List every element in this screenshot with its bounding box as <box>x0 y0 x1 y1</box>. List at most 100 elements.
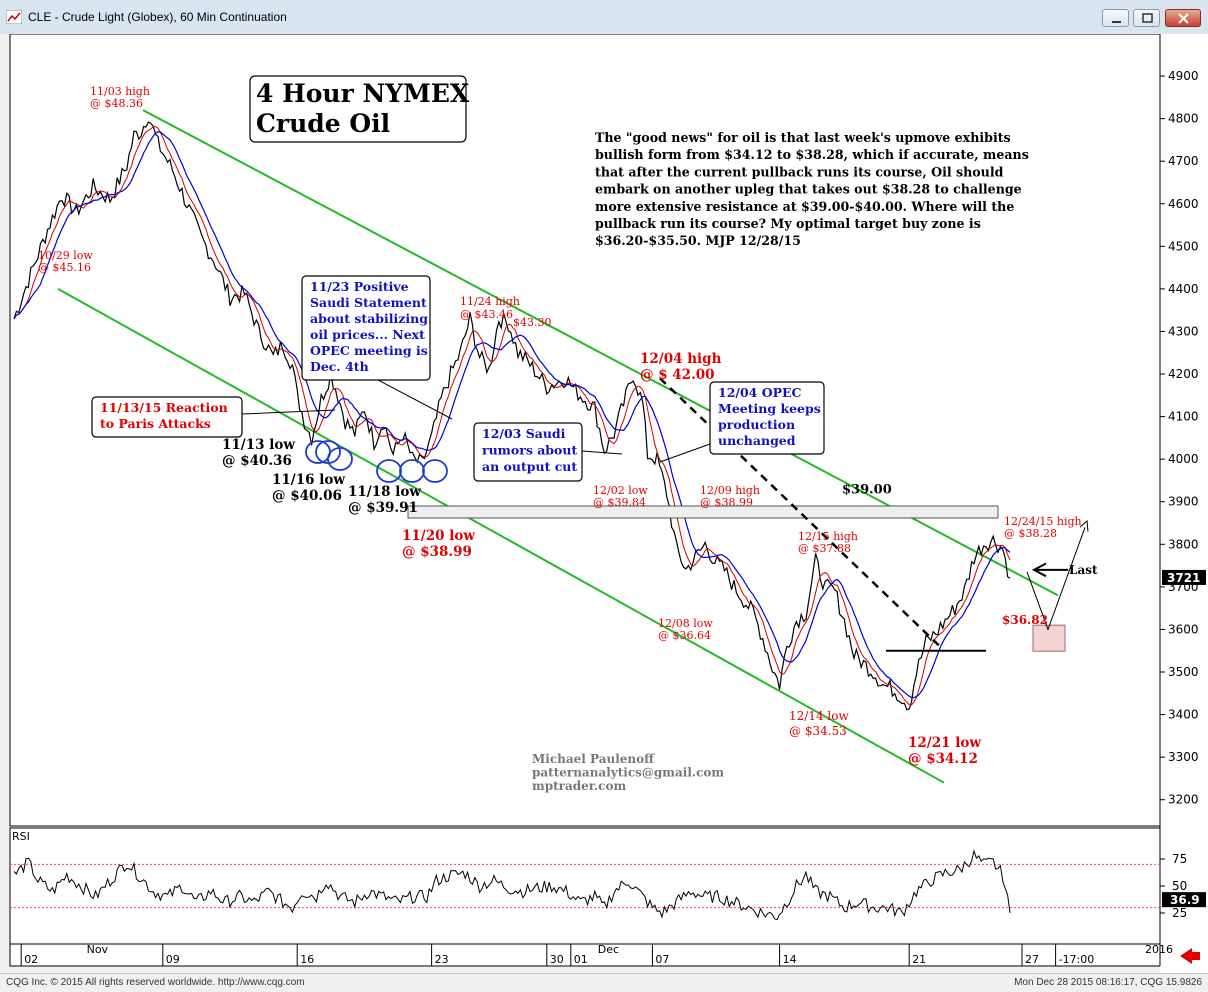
signature-text: patternanalytics@gmail.com <box>532 766 724 780</box>
copyright-text: CQG Inc. © 2015 All rights reserved worl… <box>6 977 305 988</box>
label-nov03-high: @ $48.36 <box>90 97 143 110</box>
price-chart[interactable]: 4900 4800 4700 4600 4500 4400 4300 4200 4100 4000… <box>0 34 1208 973</box>
x-tick-label: 07 <box>655 953 669 966</box>
restore-button[interactable] <box>1133 9 1160 27</box>
y-tick-label: 4900 <box>1168 69 1199 83</box>
rumors-callout-text: rumors about <box>482 443 577 458</box>
opec-callout-text: production <box>718 417 795 432</box>
saudi-leader <box>377 379 453 420</box>
x-tick-label: 14 <box>783 953 797 966</box>
minimize-icon <box>1112 21 1121 23</box>
opec-callout-text: 12/04 OPEC <box>718 385 802 400</box>
x-tick-label: 09 <box>166 953 180 966</box>
lower-channel-line <box>57 288 945 784</box>
resistance-zone <box>407 505 999 519</box>
timestamp-text: Mon Dec 28 2015 08:16:17, CQG 15.9826 <box>1014 977 1202 988</box>
opec-callout-text: unchanged <box>718 433 796 448</box>
label-dec15-high: @ $37.88 <box>798 542 851 555</box>
y-tick-label: 4600 <box>1168 197 1199 211</box>
price-line <box>13 121 1011 711</box>
restore-icon <box>1142 13 1153 23</box>
label-dec02-low: 12/02 low <box>593 484 648 497</box>
label-dec21-low: @ $34.12 <box>908 751 978 767</box>
saudi-callout-text: Dec. 4th <box>310 359 369 374</box>
ma-slow-line <box>13 131 1011 699</box>
rumors-callout-text: 12/03 Saudi <box>482 426 566 441</box>
y-tick-label: 4200 <box>1168 367 1199 381</box>
low-circle <box>399 459 425 483</box>
rsi-y-tick-label: 25 <box>1172 906 1187 920</box>
label-dec08-low: 12/08 low <box>658 617 713 630</box>
rsi-line <box>13 849 1011 921</box>
rsi-last-box <box>1162 892 1206 908</box>
y-tick-label: 4100 <box>1168 410 1199 424</box>
projection-arrowhead <box>1079 519 1089 532</box>
target-buy-zone <box>1032 624 1066 652</box>
x-tick-label: -17:00 <box>1059 953 1095 966</box>
x-tick-label: 16 <box>300 953 314 966</box>
x-tick-label: 01 <box>574 953 588 966</box>
label-oct29-low: @ $45.16 <box>38 261 91 274</box>
low-circle <box>422 459 448 483</box>
rsi-y-tick-label: 75 <box>1172 852 1187 866</box>
label-nov24-high: 11/24 high <box>460 295 520 308</box>
minimize-button[interactable] <box>1102 9 1129 27</box>
x-tick-label: 27 <box>1025 953 1039 966</box>
label-dec14-low: 12/14 low <box>789 709 849 723</box>
y-tick-label: 3900 <box>1168 495 1199 509</box>
rumors-leader <box>581 450 623 455</box>
opec-callout-box <box>709 381 825 455</box>
commentary-text: pullback run its course? My optimal targ… <box>595 216 981 231</box>
label-nov24-high: @ $43.46 <box>460 308 513 321</box>
low-circle <box>376 459 402 483</box>
price-axis <box>1160 34 1208 973</box>
x-tick-label: 30 <box>550 953 564 966</box>
label-nov16-low: 11/16 low <box>272 472 345 488</box>
saudi-callout-box <box>301 275 431 381</box>
label-oct29-low: 10/29 low <box>38 249 93 262</box>
y-tick-label: 4000 <box>1168 452 1199 466</box>
label-dec04-high: @ $ 42.00 <box>640 367 715 383</box>
y-tick-label: 4300 <box>1168 324 1199 338</box>
label-dec15-high: 12/15 high <box>798 530 858 543</box>
label-dec09-high: @ $38.99 <box>700 496 753 509</box>
y-tick-label: 4700 <box>1168 154 1199 168</box>
label-nov13-low: @ $40.36 <box>222 453 292 469</box>
label-dec09-high: 12/09 high <box>700 484 760 497</box>
signature-text: mptrader.com <box>532 779 626 793</box>
label-nov24-price: $43.30 <box>513 316 552 329</box>
chart-app-icon <box>6 10 22 24</box>
saudi-callout-text: Saudi Statement <box>310 295 427 310</box>
label-dec14-low: @ $34.53 <box>789 724 847 738</box>
month-label: 2016 <box>1145 943 1173 956</box>
rsi-last-label: 36.9 <box>1170 893 1200 907</box>
label-nov16-low: @ $40.06 <box>272 488 342 504</box>
commentary-text: embark on another upleg that takes out $… <box>595 182 1022 197</box>
label-nov20-low: @ $38.99 <box>402 544 472 560</box>
window-title: CLE - Crude Light (Globex), 60 Min Conti… <box>28 10 287 24</box>
rsi-y-tick-label: 50 <box>1172 879 1187 893</box>
commentary-text: bullish form from $34.12 to $38.28, whic… <box>595 147 1029 162</box>
signature-text: Michael Paulenoff <box>532 752 655 766</box>
title-box <box>249 75 467 143</box>
close-button[interactable] <box>1165 9 1201 27</box>
label-nov18-low: 11/18 low <box>348 484 421 500</box>
rumors-callout-box <box>473 422 583 482</box>
y-tick-label: 4500 <box>1168 239 1199 253</box>
y-tick-label: 4400 <box>1168 282 1199 296</box>
y-tick-label: 3600 <box>1168 622 1199 636</box>
status-bar: CQG Inc. © 2015 All rights reserved worl… <box>0 973 1208 992</box>
label-dec08-low: @ $36.64 <box>658 629 711 642</box>
y-tick-label: 3400 <box>1168 708 1199 722</box>
month-label: Dec <box>598 943 619 956</box>
paris-leader <box>241 409 336 415</box>
low-circle <box>315 440 341 464</box>
label-dec24-high: @ $38.28 <box>1004 527 1057 540</box>
chart-title: 4 Hour NYMEX <box>256 79 470 108</box>
rsi-label: RSI <box>12 830 30 843</box>
resistance-label: $39.00 <box>842 483 892 498</box>
x-tick-label: 23 <box>435 953 449 966</box>
y-tick-label: 3800 <box>1168 537 1199 551</box>
x-tick-label: 21 <box>912 953 926 966</box>
